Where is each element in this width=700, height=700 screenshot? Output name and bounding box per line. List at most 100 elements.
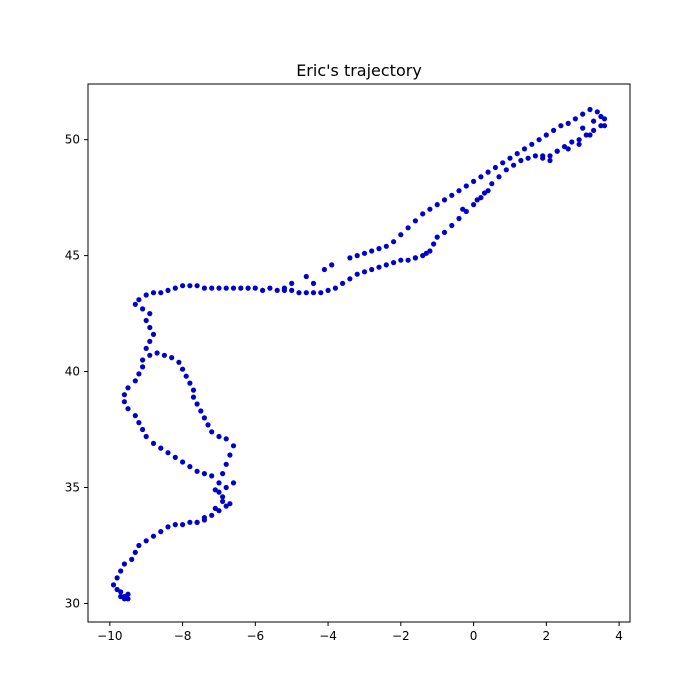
data-point — [132, 378, 138, 384]
x-axis: −10 −8 −6 −4 −2 0 2 4 — [97, 622, 623, 643]
data-point — [594, 109, 600, 115]
data-point — [591, 118, 597, 124]
data-point — [125, 385, 131, 391]
data-point — [180, 283, 186, 289]
data-point — [449, 222, 455, 229]
data-point — [412, 255, 418, 261]
data-point — [289, 287, 295, 293]
data-point — [201, 515, 207, 521]
data-point — [449, 192, 455, 198]
data-points — [110, 106, 608, 602]
data-point — [434, 234, 440, 240]
data-point — [456, 215, 462, 222]
data-point — [121, 399, 127, 405]
data-point — [391, 239, 397, 245]
y-axis: 30 35 40 45 50 — [65, 133, 88, 610]
data-point — [212, 487, 218, 493]
x-tick-label: −4 — [319, 629, 337, 643]
y-tick-label: 50 — [65, 133, 80, 147]
data-point — [187, 283, 193, 289]
data-point — [150, 331, 157, 337]
data-point — [507, 155, 513, 161]
data-point — [391, 260, 397, 266]
data-point — [194, 519, 200, 525]
data-point — [183, 373, 189, 379]
data-point — [125, 596, 131, 602]
data-point — [252, 285, 258, 291]
data-point — [456, 188, 462, 194]
data-point — [121, 561, 127, 567]
data-point — [474, 197, 480, 203]
data-point — [376, 264, 382, 270]
data-point — [194, 468, 200, 474]
y-tick-label: 40 — [65, 365, 80, 379]
data-point — [216, 489, 222, 495]
data-point — [361, 269, 368, 275]
data-point — [140, 357, 146, 363]
data-point — [132, 549, 138, 556]
data-point — [340, 280, 346, 286]
data-point — [125, 406, 131, 412]
data-point — [329, 262, 335, 268]
data-point — [187, 380, 193, 386]
data-point — [180, 366, 186, 372]
data-point — [485, 169, 491, 175]
data-point — [129, 556, 135, 563]
data-point — [230, 480, 237, 486]
data-point — [136, 297, 142, 303]
data-point — [576, 137, 582, 143]
data-point — [489, 181, 495, 187]
data-point — [110, 582, 117, 588]
data-point — [132, 301, 138, 307]
data-point — [583, 132, 589, 138]
data-point — [187, 464, 193, 470]
data-point — [398, 257, 404, 263]
data-point — [521, 146, 528, 152]
data-point — [281, 285, 287, 291]
data-point — [140, 306, 146, 312]
data-point — [514, 151, 520, 157]
data-point — [216, 285, 222, 291]
data-point — [136, 542, 142, 549]
data-point — [383, 262, 389, 268]
data-point — [227, 452, 233, 458]
data-point — [260, 287, 266, 293]
data-point — [547, 153, 553, 159]
data-point — [245, 285, 251, 291]
data-point — [118, 593, 124, 600]
data-point — [143, 292, 149, 298]
data-point — [118, 589, 124, 595]
data-point — [431, 241, 437, 247]
data-point — [140, 364, 146, 370]
data-point — [118, 568, 124, 574]
data-point — [598, 113, 604, 120]
data-point — [354, 271, 360, 277]
x-tick-label: −10 — [97, 629, 122, 643]
data-point — [220, 494, 226, 500]
x-tick-label: 2 — [543, 629, 551, 643]
data-point — [572, 116, 579, 122]
data-point — [347, 255, 353, 261]
data-point — [187, 519, 193, 525]
x-tick-label: 4 — [615, 629, 623, 643]
data-point — [558, 123, 564, 129]
data-point — [310, 290, 317, 296]
data-point — [136, 420, 142, 426]
data-point — [227, 501, 233, 507]
data-point — [147, 352, 153, 358]
data-point — [143, 317, 149, 324]
chart-title: Eric's trajectory — [296, 61, 422, 80]
data-point — [238, 285, 244, 291]
data-point — [158, 290, 164, 296]
data-point — [580, 111, 586, 117]
data-point — [569, 139, 575, 145]
data-point — [147, 311, 153, 317]
data-point — [441, 197, 448, 203]
data-point — [223, 285, 229, 291]
data-point — [274, 287, 280, 293]
data-point — [460, 206, 466, 212]
data-point — [525, 155, 531, 161]
data-point — [267, 285, 273, 291]
data-point — [212, 505, 218, 511]
data-point — [412, 218, 418, 224]
